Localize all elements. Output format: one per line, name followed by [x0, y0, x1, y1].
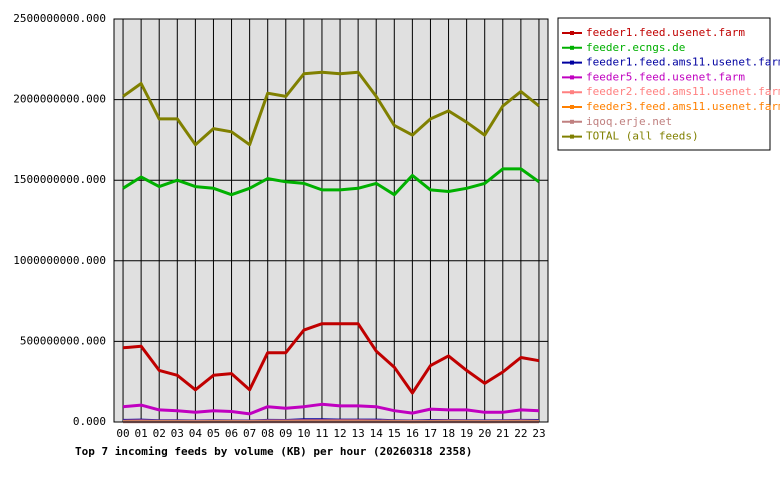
legend-label: iqoq.erje.net	[586, 115, 672, 128]
x-tick-label: 02	[153, 427, 166, 440]
x-tick-label: 08	[261, 427, 274, 440]
legend-marker	[570, 45, 574, 50]
x-tick-label: 11	[315, 427, 328, 440]
y-tick-label: 2500000000.000	[13, 12, 106, 25]
legend-marker	[570, 31, 574, 35]
x-tick-label: 09	[279, 427, 292, 440]
legend-label: TOTAL (all feeds)	[586, 130, 699, 143]
plot-area	[114, 19, 548, 422]
x-tick-label: 10	[297, 427, 310, 440]
series-line	[122, 402, 540, 416]
series-line	[122, 167, 540, 197]
legend-marker	[570, 75, 574, 80]
x-tick-label: 01	[135, 427, 148, 440]
legend-label: feeder.ecngs.de	[586, 41, 685, 54]
x-tick-label: 04	[189, 427, 203, 440]
y-tick-label: 1000000000.000	[13, 254, 106, 267]
legend-label: feeder5.feed.usenet.farm	[586, 70, 745, 83]
series-line	[122, 70, 540, 147]
chart-title: Top 7 incoming feeds by volume (KB) per …	[75, 445, 472, 458]
x-tick-label: 07	[243, 427, 256, 440]
x-tick-label: 18	[442, 427, 455, 440]
y-tick-label: 0.000	[73, 415, 106, 428]
legend-label: feeder1.feed.usenet.farm	[586, 26, 745, 39]
legend-marker	[570, 90, 574, 95]
x-tick-label: 05	[207, 427, 220, 440]
series-line	[122, 322, 540, 395]
legend-marker	[570, 105, 574, 109]
x-tick-label: 21	[496, 427, 509, 440]
x-tick-label: 06	[225, 427, 238, 440]
x-tick-label: 16	[406, 427, 419, 440]
plot-border	[113, 18, 549, 423]
y-tick-label: 500000000.000	[20, 334, 106, 347]
legend-marker	[570, 119, 574, 124]
x-tick-label: 23	[532, 427, 545, 440]
x-tick-label: 13	[352, 427, 365, 440]
x-tick-label: 00	[116, 427, 129, 440]
legend-marker	[570, 134, 574, 139]
x-tick-label: 17	[424, 427, 437, 440]
x-tick-label: 20	[478, 427, 491, 440]
x-tick-label: 03	[171, 427, 184, 440]
y-tick-label: 2000000000.000	[13, 93, 106, 106]
legend-label: feeder3.feed.ams11.usenet.farm	[586, 100, 780, 113]
legend-label: feeder2.feed.ams11.usenet.farm	[586, 85, 780, 98]
x-tick-label: 15	[388, 427, 401, 440]
legend-box	[557, 17, 771, 151]
legend-label: feeder1.feed.ams11.usenet.farm	[586, 56, 780, 69]
x-tick-label: 19	[460, 427, 473, 440]
x-tick-label: 14	[370, 427, 384, 440]
legend-marker	[570, 60, 574, 65]
x-tick-label: 12	[333, 427, 346, 440]
y-tick-label: 1500000000.000	[13, 173, 106, 186]
x-tick-label: 22	[514, 427, 527, 440]
